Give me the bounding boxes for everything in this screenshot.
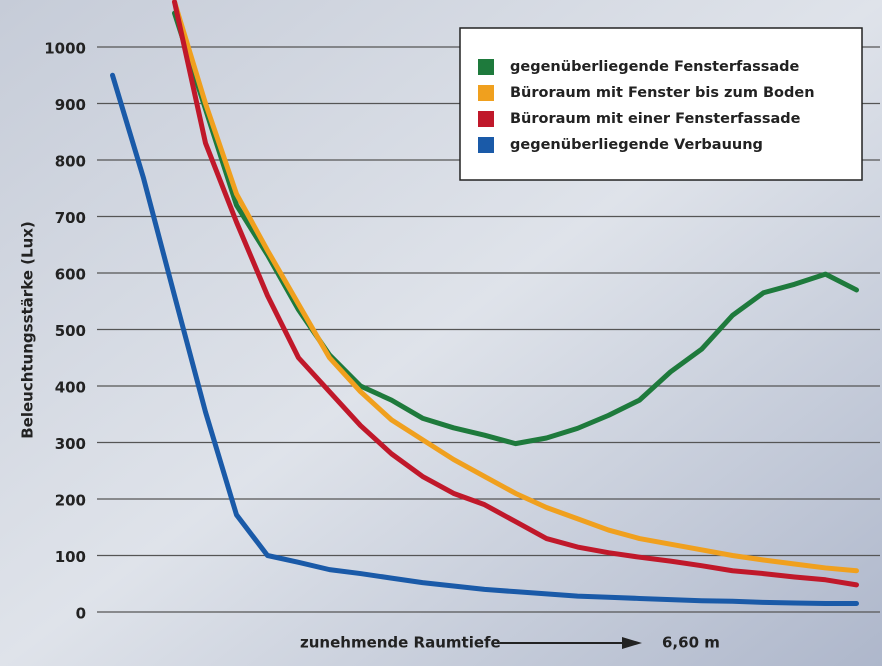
data-line — [172, 0, 859, 588]
legend-swatch — [478, 85, 494, 101]
y-tick-label: 1000 — [44, 40, 86, 58]
legend-label: Büroraum mit einer Fensterfassade — [510, 111, 801, 127]
y-tick-label: 0 — [76, 605, 86, 623]
data-line — [110, 72, 859, 607]
y-tick-label: 300 — [55, 435, 86, 453]
y-axis-title: Beleuchtungsstärke (Lux) — [19, 221, 37, 439]
arrow-head — [622, 637, 642, 649]
annotation: 6,60 m — [662, 634, 720, 652]
legend-box — [459, 27, 863, 181]
legend-swatch — [478, 111, 494, 127]
data-line — [172, 10, 859, 447]
x-axis-title: zunehmende Raumtiefe — [300, 634, 501, 652]
y-tick-label: 100 — [55, 548, 86, 566]
legend-label: Büroraum mit Fenster bis zum Boden — [510, 85, 815, 101]
y-tick-label: 800 — [55, 153, 86, 171]
data-line — [172, 0, 859, 574]
y-tick-label: 700 — [55, 209, 86, 227]
y-tick-label: 900 — [55, 96, 86, 114]
y-tick-label: 200 — [55, 492, 86, 510]
y-tick-label: 500 — [55, 322, 86, 340]
legend-label: gegenüberliegende Fensterfassade — [510, 59, 800, 75]
legend-swatch — [478, 137, 494, 153]
legend-swatch — [478, 59, 494, 75]
legend-label: gegenüberliegende Verbauung — [510, 137, 763, 153]
y-tick-label: 600 — [55, 266, 86, 284]
y-tick-label: 400 — [55, 379, 86, 397]
